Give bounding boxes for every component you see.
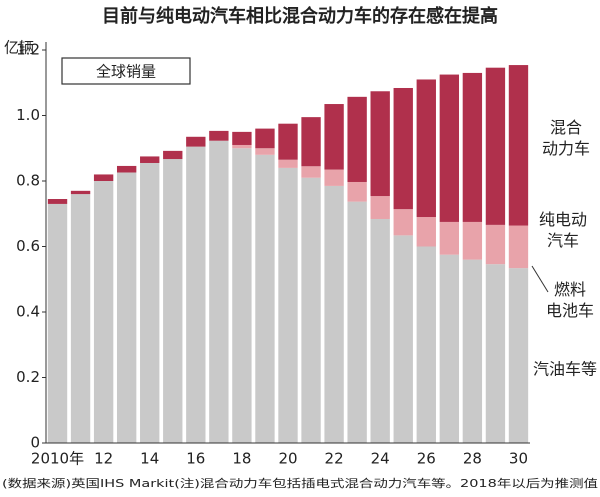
- bar-segment: [416, 246, 436, 443]
- y-tick-label: 0.2: [16, 368, 40, 386]
- y-tick-label: 0: [30, 434, 40, 452]
- chart-title: 目前与纯电动汽车相比混合动力车的存在感在提高: [102, 5, 498, 27]
- bar-segment: [508, 225, 529, 269]
- legend-box: [61, 57, 191, 85]
- series-label-line: 汽车: [547, 231, 579, 250]
- bar-segment: [232, 131, 252, 145]
- bar-segment: [485, 264, 506, 443]
- bar-segment: [301, 166, 321, 178]
- bar-segment: [70, 194, 91, 443]
- series-label-line: 燃料: [554, 280, 586, 299]
- bar-segment: [439, 74, 460, 222]
- x-tick-label: 2010年: [31, 450, 84, 468]
- bar-segment: [393, 235, 413, 443]
- bar-segment: [324, 185, 344, 443]
- bar-segment: [416, 217, 436, 247]
- series-label: 纯电动汽车: [539, 210, 587, 250]
- x-tick-label: 18: [232, 450, 251, 468]
- bar-segment: [508, 268, 529, 443]
- x-tick-label: 26: [417, 450, 436, 468]
- y-tick-label: 0.4: [16, 303, 40, 321]
- bar-segment: [301, 117, 321, 167]
- bar-segment: [416, 79, 436, 218]
- bar-segment: [140, 156, 160, 163]
- bar-segment: [393, 87, 413, 210]
- x-tick-label: 20: [278, 450, 297, 468]
- bar-segment: [278, 123, 298, 160]
- bar-segment: [93, 174, 114, 181]
- bar-segment: [163, 159, 183, 443]
- series-label-line: 混合: [550, 118, 582, 137]
- bar-segment: [116, 165, 137, 173]
- bar-segment: [324, 169, 344, 186]
- x-tick-label: 24: [371, 450, 390, 468]
- bar-segment: [462, 221, 483, 260]
- bar-segment: [47, 199, 68, 204]
- bar-segment: [255, 154, 275, 444]
- series-label: 燃料电池车: [546, 280, 594, 320]
- bar-segment: [347, 201, 367, 443]
- bar-segment: [255, 128, 275, 149]
- bar-segment: [70, 190, 91, 195]
- bar-segment: [301, 177, 321, 443]
- y-tick-label: 1.2: [16, 41, 40, 59]
- bar-segment: [462, 259, 483, 443]
- bar-segment: [209, 140, 229, 443]
- bar-segment: [278, 159, 298, 168]
- bar-segment: [255, 148, 275, 155]
- bar-segment: [439, 221, 460, 255]
- series-label-line: 纯电动: [539, 210, 587, 229]
- bar-segment: [186, 136, 206, 147]
- x-tick-label: 16: [186, 450, 205, 468]
- bar-segment: [347, 96, 367, 182]
- bar-segment: [140, 162, 160, 444]
- bar-segment: [186, 146, 206, 444]
- series-label-line: 电池车: [546, 301, 594, 320]
- bar-segment: [370, 91, 390, 197]
- series-label-line: 动力车: [542, 139, 590, 158]
- bar-segment: [163, 150, 183, 160]
- bar-segment: [232, 144, 252, 149]
- x-tick-label: 30: [509, 450, 528, 468]
- series-label: 汽油车等: [533, 360, 597, 379]
- bar-segment: [370, 196, 390, 219]
- series-label: 混合动力车: [542, 118, 590, 158]
- bar-segment: [347, 181, 367, 202]
- bar-segment: [93, 181, 114, 443]
- x-tick-label: 14: [140, 450, 159, 468]
- x-tick-label: 22: [325, 450, 344, 468]
- bar-segment: [232, 148, 252, 443]
- bar-segment: [485, 224, 506, 265]
- y-tick-label: 1.0: [16, 106, 40, 124]
- bar-segment: [370, 218, 390, 443]
- bar-segment: [278, 167, 298, 443]
- x-tick-label: 28: [463, 450, 482, 468]
- label-pointer: [531, 265, 549, 293]
- bar-segment: [116, 172, 137, 444]
- bar-segment: [324, 104, 344, 170]
- y-tick-label: 0.8: [16, 172, 40, 190]
- legend-title: 全球销量: [96, 63, 156, 81]
- bar-segment: [209, 130, 229, 141]
- bar-segment: [485, 67, 506, 225]
- bar-segment: [462, 72, 483, 222]
- bar-segment: [393, 209, 413, 236]
- y-axis-label: 亿辆: [4, 39, 34, 57]
- bar-segment: [439, 254, 460, 443]
- footnote: (数据来源)英国IHS Markit(注)混合动力车包括插电式混合动力汽车等。2…: [2, 476, 598, 490]
- y-tick-label: 0.6: [16, 237, 40, 255]
- x-tick-label: 12: [94, 450, 113, 468]
- bar-segment: [508, 65, 529, 226]
- bar-segment: [47, 203, 68, 443]
